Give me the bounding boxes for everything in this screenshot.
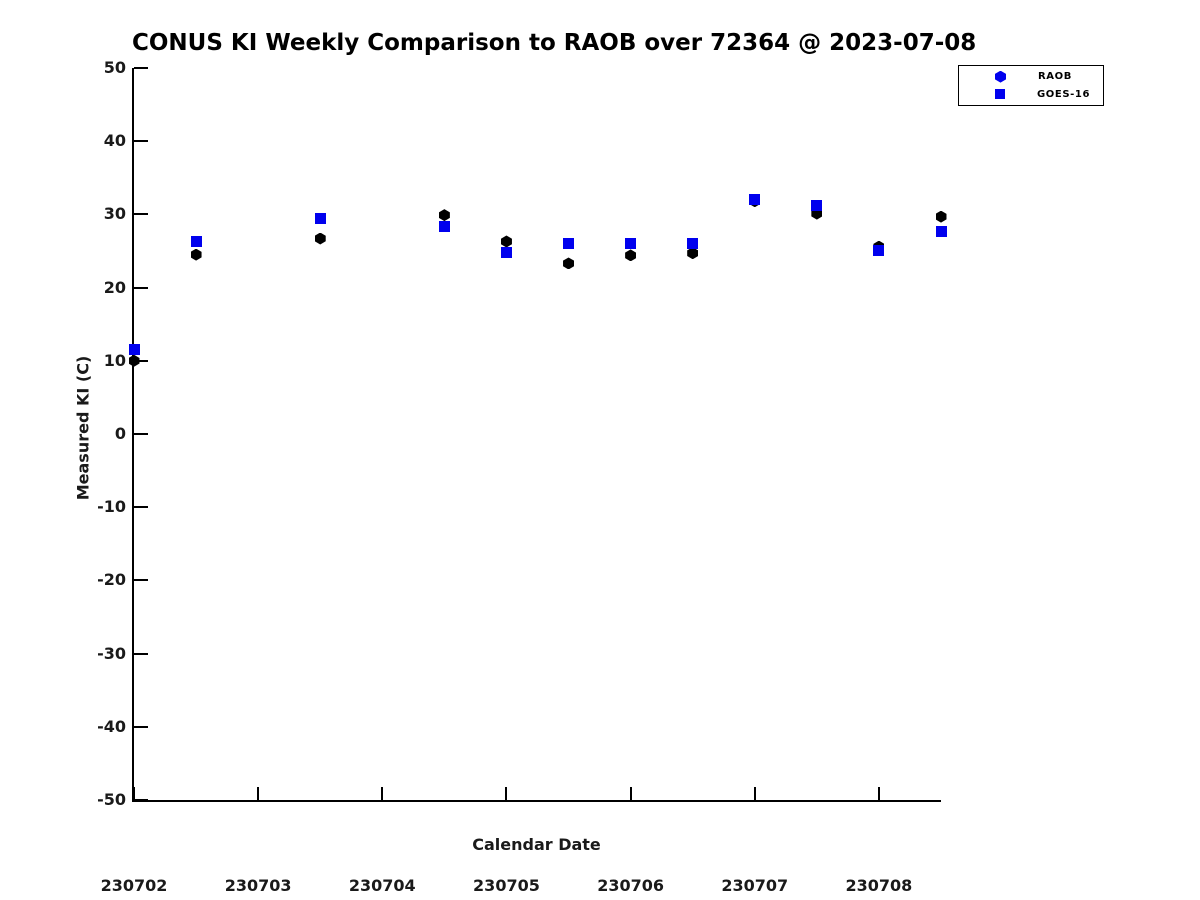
- y-tick-mark: [134, 799, 148, 801]
- raob-legend-marker-icon: [995, 70, 1006, 83]
- y-tick-mark: [134, 579, 148, 582]
- y-tick-label: 50: [103, 58, 126, 77]
- goes-16-legend-marker-icon: [995, 89, 1005, 100]
- y-tick-mark: [134, 286, 148, 289]
- legend-label-goes16: GOES-16: [1037, 88, 1091, 100]
- raob-marker: [438, 209, 450, 222]
- raob-marker: [128, 354, 140, 367]
- x-tick-label: 230704: [348, 876, 416, 895]
- y-tick-mark: [134, 213, 148, 216]
- goes-16-marker: [935, 226, 947, 238]
- y-tick-label: 20: [103, 277, 126, 297]
- y-tick-label: 30: [103, 204, 126, 224]
- y-tick-mark: [134, 725, 148, 728]
- x-tick-mark: [381, 787, 384, 800]
- raob-marker: [500, 235, 512, 248]
- x-tick-mark: [753, 787, 756, 800]
- goes-16-marker: [500, 246, 512, 258]
- goes-16-marker: [314, 212, 326, 224]
- y-tick-mark: [134, 359, 148, 362]
- goes-16-marker: [190, 235, 202, 247]
- goes-16-marker: [873, 244, 885, 256]
- plot-area: 50 40 30 20 10 0 -10 -20 -30 -40 -50 230702 230703 23…: [97, 58, 947, 895]
- x-tick-label: 230708: [845, 876, 913, 895]
- legend-entry-raob: RAOB: [959, 70, 1103, 84]
- goes-16-marker: [625, 238, 637, 250]
- x-tick-label: 230705: [473, 876, 540, 895]
- raob-marker: [625, 249, 637, 262]
- goes-16-marker: [687, 238, 699, 250]
- x-tick-label: 230703: [224, 876, 292, 895]
- y-tick-label: 0: [114, 424, 126, 443]
- y-tick-mark: [134, 652, 148, 655]
- goes-16-marker: [749, 194, 761, 206]
- goes-16-marker: [438, 220, 450, 232]
- raob-marker: [811, 207, 823, 220]
- legend-entry-goes16: GOES-16: [959, 87, 1103, 101]
- y-tick-mark: [134, 433, 148, 435]
- legend-label-raob: RAOB: [1038, 71, 1072, 83]
- x-tick-label: 230707: [721, 876, 789, 895]
- y-tick-label: -30: [97, 643, 126, 663]
- raob-marker: [687, 247, 699, 260]
- y-tick-mark: [134, 67, 148, 69]
- raob-marker: [190, 248, 202, 261]
- raob-marker: [935, 210, 947, 223]
- y-tick-mark: [134, 506, 148, 509]
- legend: RAOB GOES-16: [958, 65, 1104, 106]
- goes-16-marker: [811, 200, 823, 212]
- y-tick-mark: [134, 140, 148, 143]
- x-tick-mark: [133, 787, 135, 800]
- goes-16-marker: [563, 238, 575, 250]
- chart-title: CONUS KI Weekly Comparison to RAOB over …: [132, 30, 977, 56]
- y-tick-label: -50: [97, 790, 126, 809]
- y-tick-label: -20: [97, 570, 126, 590]
- y-tick-label: 10: [103, 350, 126, 370]
- goes-16-marker: [128, 344, 140, 356]
- x-tick-mark: [257, 787, 260, 800]
- x-tick-label: 230706: [597, 876, 664, 895]
- raob-marker: [314, 232, 326, 245]
- y-tick-label: -40: [97, 716, 126, 736]
- x-tick-mark: [877, 787, 880, 800]
- y-tick-label: 40: [103, 131, 126, 151]
- x-axis-label: Calendar Date: [472, 835, 601, 854]
- y-tick-label: -10: [97, 497, 126, 517]
- x-tick-mark: [505, 787, 508, 800]
- x-tick-mark: [629, 787, 632, 800]
- raob-marker: [563, 257, 575, 270]
- x-tick-label: 230702: [100, 876, 168, 895]
